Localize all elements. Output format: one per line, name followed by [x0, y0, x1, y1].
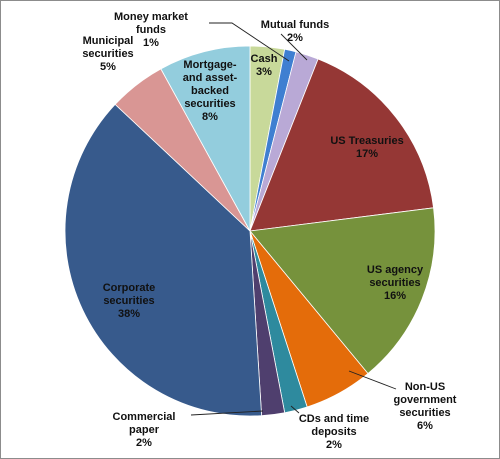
leader-line-1	[209, 22, 290, 62]
pie-slice-8	[64, 103, 263, 417]
pie-slice-3	[249, 58, 434, 232]
slice-label-6: CDs and time deposits 2%	[299, 413, 369, 451]
slice-label-line: securities	[399, 407, 450, 419]
slice-label-line: securities	[82, 48, 133, 60]
leader-line-6	[290, 405, 300, 414]
slice-label-line: 38%	[118, 308, 140, 320]
slice-label-line: US agency	[367, 264, 424, 276]
slice-label-line: 17%	[356, 148, 378, 160]
slice-label-line: government	[394, 394, 457, 406]
slice-label-line: 3%	[256, 66, 272, 78]
slice-label-line: securities	[103, 295, 154, 307]
slice-label-line: Commercial	[113, 411, 176, 423]
slice-label-5: Non-US government securities 6%	[394, 381, 457, 432]
slice-label-10: Mortgage-and asset-backed securities 8%	[183, 59, 238, 123]
slice-label-2: Mutual funds 2%	[261, 19, 329, 44]
slice-label-line: paper	[129, 424, 160, 436]
slice-label-line: 8%	[202, 111, 218, 123]
slice-label-0: Cash 3%	[251, 53, 278, 78]
slice-label-line: CDs and time	[299, 413, 369, 425]
slice-label-line: deposits	[311, 426, 356, 438]
leader-line-2	[280, 33, 308, 61]
slice-label-line: and asset-	[183, 72, 238, 84]
slice-label-8: Corporate securities 38%	[103, 282, 156, 320]
slice-label-7: Commercial paper 2%	[113, 411, 176, 449]
slice-label-line: 16%	[384, 290, 406, 302]
slice-label-line: Mortgage-	[183, 59, 237, 71]
slice-label-line: 2%	[287, 32, 303, 44]
slice-label-line: 2%	[136, 437, 152, 449]
slice-label-4: US agency securities 16%	[367, 264, 424, 302]
slice-label-line: backed	[191, 85, 229, 97]
slice-label-line: 5%	[100, 61, 116, 73]
slice-label-line: 1%	[143, 37, 159, 49]
slice-label-9: Municipal securities 5%	[82, 35, 133, 73]
slice-label-line: 2%	[326, 439, 342, 451]
slice-label-line: securities	[369, 277, 420, 289]
leader-lines	[190, 22, 397, 416]
pie-slice-10	[160, 45, 251, 232]
slice-label-line: Corporate	[103, 282, 156, 294]
slice-label-line: Municipal	[83, 35, 134, 47]
slice-label-1: Money market funds 1%	[114, 11, 188, 49]
slice-label-line: funds	[136, 24, 166, 36]
slice-label-line: securities	[184, 98, 235, 110]
leader-line-7	[190, 410, 264, 416]
leader-line-5	[348, 370, 397, 390]
slice-label-line: Cash	[251, 53, 278, 65]
slice-label-line: Mutual funds	[261, 19, 329, 31]
slice-label-line: US Treasuries	[330, 135, 403, 147]
slice-label-3: US Treasuries 17%	[330, 135, 403, 160]
slice-label-line: Money market	[114, 11, 188, 23]
slice-labels: Cash 3%Money market funds 1%Mutual funds 2%U…	[82, 11, 456, 451]
pie-slice-4	[249, 207, 436, 375]
slice-label-line: 6%	[417, 420, 433, 432]
pie-slices	[64, 45, 436, 417]
slice-label-line: Non-US	[405, 381, 445, 393]
